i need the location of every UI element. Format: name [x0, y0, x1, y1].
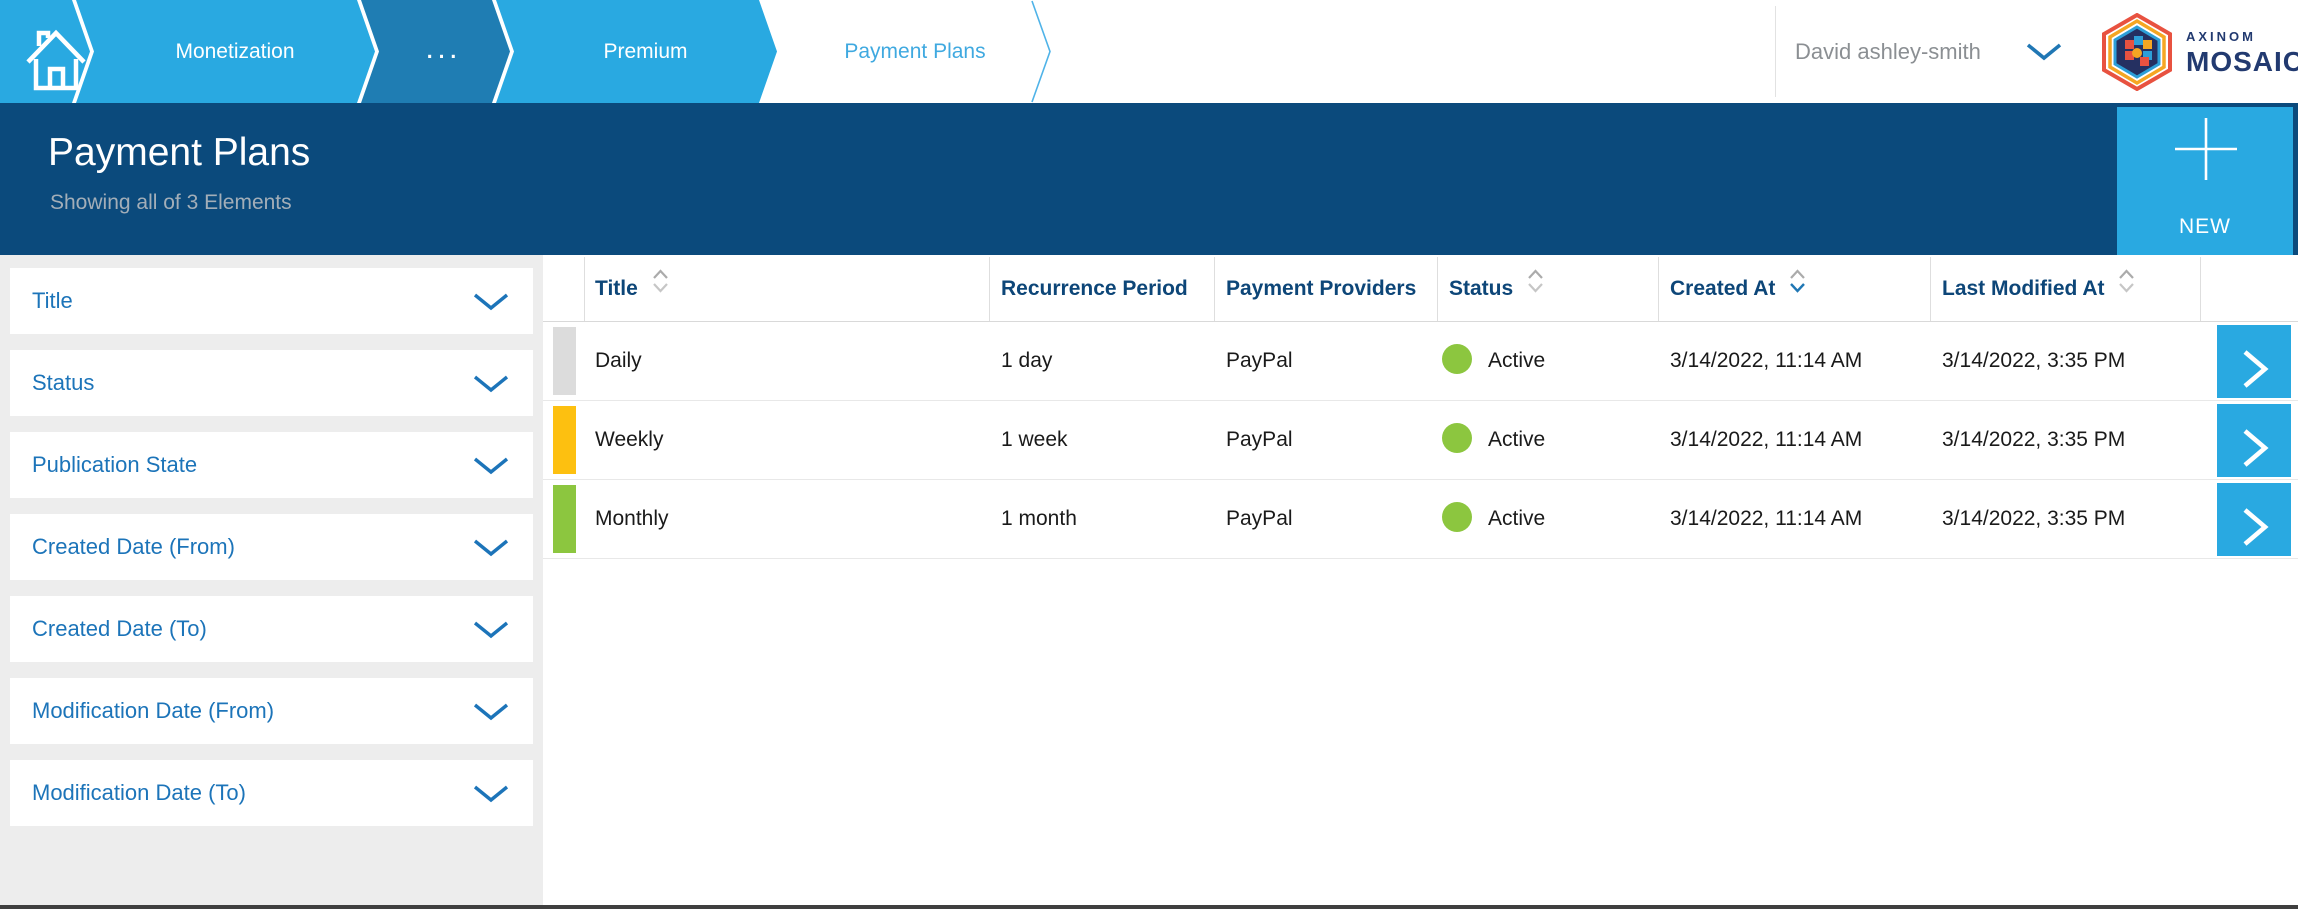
topbar-divider: [1775, 6, 1776, 97]
top-bar: Monetization ... Premium Payment Plans D…: [0, 0, 2298, 103]
filter-label: Created Date (To): [32, 616, 207, 641]
status-dot: [1442, 344, 1472, 375]
status-label: Active: [1488, 428, 1546, 451]
row-color-bar: [553, 327, 576, 395]
row-open-button[interactable]: [2217, 483, 2291, 556]
chevron-down-icon: [473, 621, 509, 639]
cell-created-at: 3/14/2022, 11:14 AM: [1670, 428, 1863, 451]
plus-icon: [2175, 118, 2237, 180]
filter-title[interactable]: Title: [10, 268, 533, 334]
chevron-down-icon: [473, 457, 509, 475]
column-header-title[interactable]: Title: [595, 255, 669, 322]
filter-created-date-to[interactable]: Created Date (To): [10, 596, 533, 662]
brand-axinom-label: AXINOM: [2186, 29, 2256, 44]
cell-title: Monthly: [595, 507, 669, 530]
filter-created-date-from[interactable]: Created Date (From): [10, 514, 533, 580]
brand-mosaic-label: MOSAIC: [2186, 46, 2298, 77]
row-color-bar: [553, 485, 576, 553]
cell-last-modified-at: 3/14/2022, 3:35 PM: [1942, 428, 2126, 451]
breadcrumb-item-monetization[interactable]: Monetization: [175, 40, 295, 63]
cell-status: Active: [1442, 480, 1545, 558]
cell-recurrence-period: 1 month: [1001, 507, 1077, 530]
table-row[interactable]: Weekly 1 week PayPal Active 3/14/2022, 1…: [543, 401, 2298, 480]
filter-modification-date-from[interactable]: Modification Date (From): [10, 678, 533, 744]
breadcrumb-item-ellipsis[interactable]: ...: [426, 40, 463, 63]
chevron-right-icon: [2243, 428, 2269, 467]
cell-last-modified-at: 3/14/2022, 3:35 PM: [1942, 507, 2126, 530]
cell-title: Daily: [595, 349, 642, 372]
chevron-down-icon: [473, 539, 509, 557]
page-title: Payment Plans: [48, 131, 311, 174]
filter-sidebar: Title Status Publication State Created D…: [0, 255, 543, 909]
cell-payment-providers: PayPal: [1226, 349, 1293, 372]
home-icon: [26, 29, 86, 91]
mosaic-logo-icon: [2102, 13, 2172, 91]
column-label: Created At: [1670, 277, 1776, 300]
filter-label: Modification Date (To): [32, 780, 246, 805]
cell-recurrence-period: 1 week: [1001, 428, 1068, 451]
status-label: Active: [1488, 507, 1546, 530]
breadcrumb-item-payment-plans[interactable]: Payment Plans: [844, 40, 986, 63]
column-header-recurrence-period: Recurrence Period: [1001, 255, 1188, 322]
user-menu-name[interactable]: David ashley-smith: [1795, 39, 1981, 64]
payment-plans-table: Title Recurrence Period Payment Provider…: [543, 255, 2298, 909]
user-menu-chevron-down-icon[interactable]: [2025, 42, 2063, 62]
sort-icon: [1527, 254, 1544, 321]
window-bottom-edge: [0, 905, 2298, 909]
table-row[interactable]: Daily 1 day PayPal Active 3/14/2022, 11:…: [543, 322, 2298, 401]
column-header-status[interactable]: Status: [1449, 255, 1544, 322]
column-header-last-modified-at[interactable]: Last Modified At: [1942, 255, 2135, 322]
column-header-created-at[interactable]: Created At: [1670, 255, 1806, 322]
status-dot: [1442, 502, 1472, 533]
breadcrumb: [0, 0, 1051, 103]
table-row[interactable]: Monthly 1 month PayPal Active 3/14/2022,…: [543, 480, 2298, 559]
new-button[interactable]: NEW: [2117, 107, 2293, 255]
status-label: Active: [1488, 349, 1546, 372]
filter-status[interactable]: Status: [10, 350, 533, 416]
cell-payment-providers: PayPal: [1226, 428, 1293, 451]
column-label: Title: [595, 277, 638, 300]
breadcrumb-item-premium[interactable]: Premium: [603, 40, 688, 63]
page-header: Payment Plans Showing all of 3 Elements …: [0, 103, 2298, 255]
column-label: Status: [1449, 277, 1514, 300]
page-subtitle: Showing all of 3 Elements: [50, 191, 292, 214]
chevron-right-icon: [2243, 349, 2269, 388]
row-open-button[interactable]: [2217, 325, 2291, 398]
cell-title: Weekly: [595, 428, 664, 451]
cell-status: Active: [1442, 401, 1545, 479]
brand-wordmark: AXINOM MOSAIC: [2186, 29, 2298, 78]
sort-icon-active-desc: [1789, 254, 1806, 321]
filter-label: Title: [32, 288, 73, 313]
cell-created-at: 3/14/2022, 11:14 AM: [1670, 507, 1863, 530]
cell-status: Active: [1442, 322, 1545, 400]
filter-label: Modification Date (From): [32, 698, 275, 723]
chevron-down-icon: [473, 375, 509, 393]
column-label: Payment Providers: [1226, 277, 1417, 300]
sort-icon: [2118, 254, 2135, 321]
row-color-bar: [553, 406, 576, 474]
cell-last-modified-at: 3/14/2022, 3:35 PM: [1942, 349, 2126, 372]
chevron-right-icon: [2243, 507, 2269, 546]
column-header-payment-providers: Payment Providers: [1226, 255, 1416, 322]
cell-created-at: 3/14/2022, 11:14 AM: [1670, 349, 1863, 372]
sort-icon: [652, 254, 669, 321]
cell-recurrence-period: 1 day: [1001, 349, 1053, 372]
filter-label: Status: [32, 370, 95, 395]
filter-publication-state[interactable]: Publication State: [10, 432, 533, 498]
row-open-button[interactable]: [2217, 404, 2291, 477]
column-label: Last Modified At: [1942, 277, 2105, 300]
new-button-label: NEW: [2179, 215, 2231, 238]
filter-label: Publication State: [32, 452, 198, 477]
filter-modification-date-to[interactable]: Modification Date (To): [10, 760, 533, 826]
filter-label: Created Date (From): [32, 534, 235, 559]
cell-payment-providers: PayPal: [1226, 507, 1293, 530]
status-dot: [1442, 423, 1472, 454]
chevron-down-icon: [473, 703, 509, 721]
column-label: Recurrence Period: [1001, 277, 1188, 300]
chevron-down-icon: [473, 785, 509, 803]
table-header-row: Title Recurrence Period Payment Provider…: [543, 255, 2298, 322]
chevron-down-icon: [473, 293, 509, 311]
